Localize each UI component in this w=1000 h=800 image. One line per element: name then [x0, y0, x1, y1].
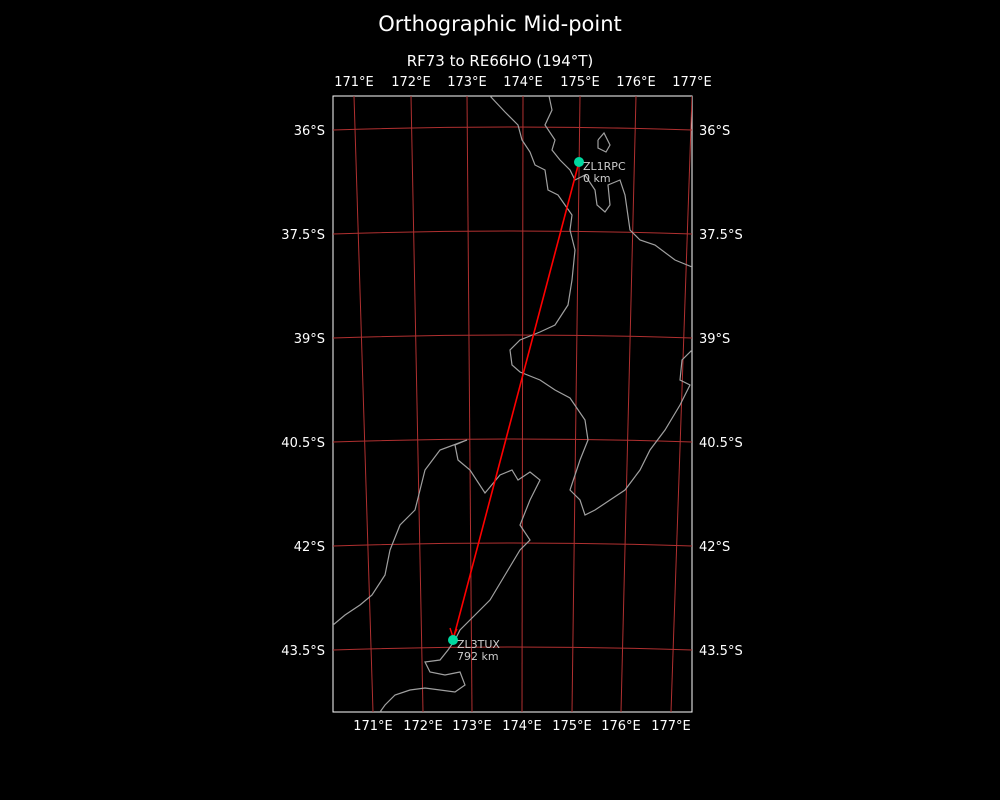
- lat-tick-label-left: 36°S: [294, 124, 325, 139]
- lat-tick-label-left: 43.5°S: [281, 644, 325, 659]
- parallel-line: [333, 438, 692, 443]
- north-island-west-coast: [489, 96, 692, 516]
- lon-tick-label-top: 174°E: [503, 75, 543, 90]
- station-marker-zl1rpc[interactable]: [574, 157, 584, 167]
- lon-tick-label-bottom: 174°E: [502, 719, 542, 734]
- lat-tick-label-left: 40.5°S: [281, 436, 325, 451]
- lon-tick-label-bottom: 173°E: [452, 719, 492, 734]
- lon-tick-label-top: 172°E: [391, 75, 431, 90]
- station-distance: 0 km: [583, 172, 611, 185]
- lat-tick-label-right: 40.5°S: [699, 436, 743, 451]
- lat-tick-label-right: 43.5°S: [699, 644, 743, 659]
- lon-tick-label-bottom: 177°E: [651, 719, 691, 734]
- station-distance: 792 km: [457, 650, 499, 663]
- station-label: ZL1RPC: [583, 160, 626, 173]
- map-subtitle: RF73 to RE66HO (194°T): [406, 52, 594, 70]
- great-circle-path: [452, 161, 580, 641]
- lon-tick-label-bottom: 175°E: [552, 719, 592, 734]
- lat-tick-label-right: 36°S: [699, 124, 730, 139]
- lat-tick-label-right: 42°S: [699, 540, 730, 555]
- meridian-line: [670, 96, 692, 712]
- figure-title: Orthographic Mid-point: [378, 12, 622, 36]
- station-label: ZL3TUX: [457, 638, 500, 651]
- lon-tick-label-top: 175°E: [560, 75, 600, 90]
- meridian-line: [410, 96, 424, 712]
- north-island-east-coast: [544, 96, 692, 268]
- meridian-line: [521, 96, 524, 712]
- lat-tick-label-left: 42°S: [294, 540, 325, 555]
- meridian-line: [466, 96, 473, 712]
- parallel-line: [333, 334, 692, 339]
- south-island-coast: [333, 439, 541, 712]
- lon-tick-label-top: 177°E: [672, 75, 712, 90]
- lat-tick-label-left: 37.5°S: [281, 228, 325, 243]
- parallel-line: [333, 542, 692, 547]
- lat-tick-label-right: 39°S: [699, 332, 730, 347]
- meridian-line: [353, 96, 374, 712]
- map-frame: [332, 95, 693, 713]
- lon-tick-label-top: 173°E: [447, 75, 487, 90]
- meridian-line: [620, 96, 637, 712]
- parallel-line: [333, 230, 692, 235]
- parallel-line: [333, 646, 692, 651]
- parallel-line: [333, 126, 692, 131]
- lon-tick-label-top: 176°E: [616, 75, 656, 90]
- lon-tick-label-bottom: 171°E: [353, 719, 393, 734]
- coastline: [333, 96, 692, 712]
- lon-tick-label-bottom: 176°E: [601, 719, 641, 734]
- lat-tick-label-right: 37.5°S: [699, 228, 743, 243]
- lon-tick-label-bottom: 172°E: [403, 719, 443, 734]
- lon-tick-label-top: 171°E: [334, 75, 374, 90]
- meridian-line: [571, 96, 581, 712]
- station-marker-zl3tux[interactable]: [448, 635, 458, 645]
- lat-tick-label-left: 39°S: [294, 332, 325, 347]
- small-island: [597, 131, 611, 153]
